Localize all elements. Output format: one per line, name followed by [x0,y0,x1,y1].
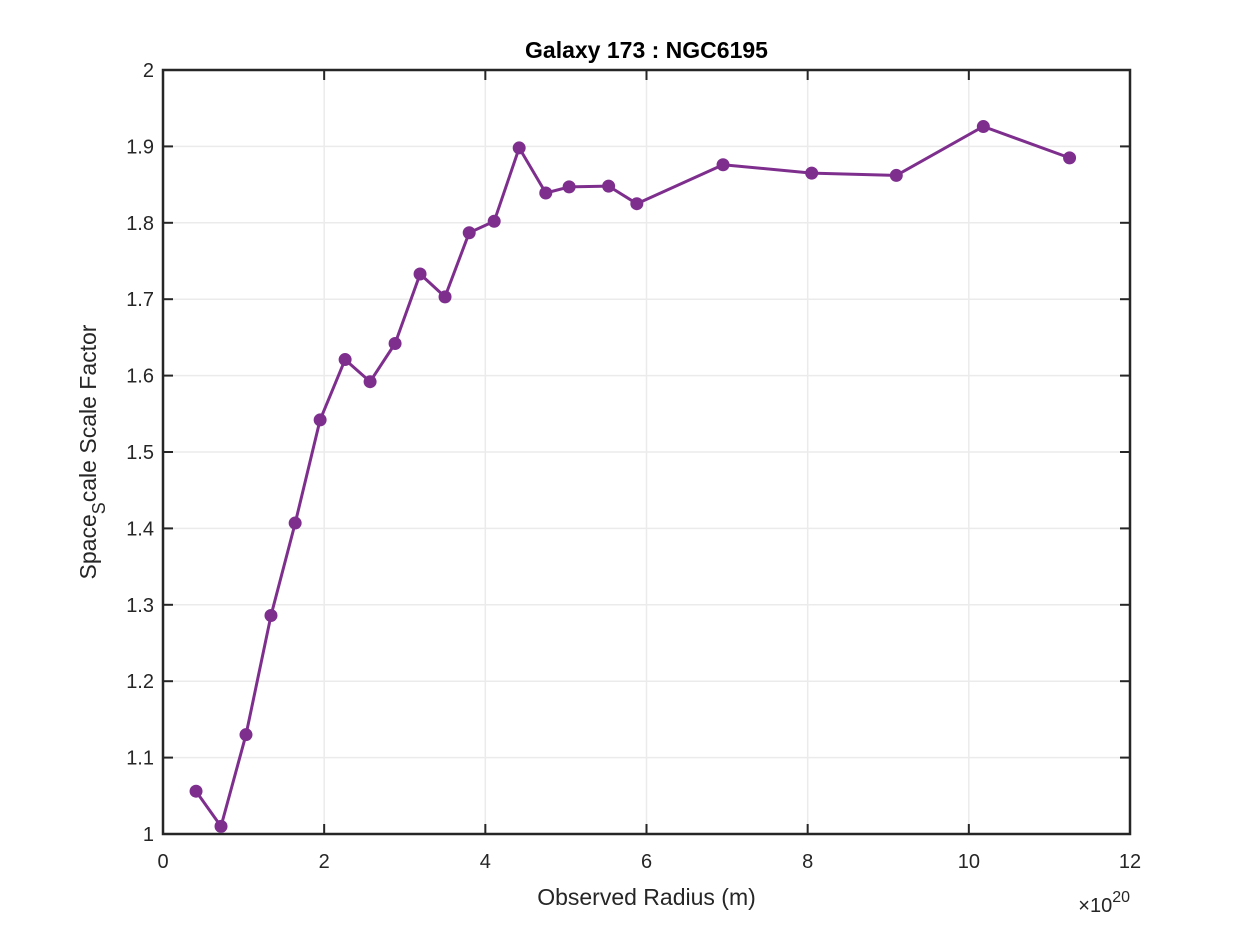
x-tick-label: 12 [1119,851,1141,873]
y-tick-label: 1.4 [126,518,154,540]
x-tick-label: 10 [958,851,980,873]
y-tick-label: 1.3 [126,595,154,617]
y-tick-label: 1.7 [126,289,154,311]
data-point [189,784,203,798]
data-point [313,413,327,427]
data-point [1063,151,1077,165]
data-point [562,180,576,194]
data-point [388,337,402,351]
y-tick-label: 1.2 [126,671,154,693]
y-tick-label: 1.8 [126,213,154,235]
data-point [363,375,377,389]
data-point [288,516,302,530]
x-exponent-label: ×1020 [1078,889,1130,917]
data-point [539,186,553,200]
axes-box [161,68,1132,836]
y-tick-label: 1 [143,824,154,846]
data-point [976,120,990,134]
y-tick-label: 1.5 [126,442,154,464]
data-point [239,728,253,742]
data-point [264,608,278,622]
chart-title: Galaxy 173 : NGC6195 [525,37,768,63]
data-point [805,166,819,180]
x-axis-label: Observed Radius (m) [537,884,756,910]
data-point [438,290,452,304]
data-point [413,267,427,281]
y-tick-label: 2 [143,60,154,82]
data-point [716,158,730,172]
tick-marks [162,69,1131,835]
data-point [462,226,476,240]
x-tick-label: 6 [641,851,652,873]
y-axis-label-main: Space [75,514,101,579]
y-axis-label: SpaceScale Scale Factor [75,324,109,579]
data-point [512,141,526,155]
x-tick-label: 2 [319,851,330,873]
y-tick-label: 1.9 [126,136,154,158]
x-tick-label: 4 [480,851,491,873]
y-axis-label-rest: cale Scale Factor [75,324,101,502]
data-point [602,179,616,193]
data-point [487,214,501,228]
x-exponent-prefix: ×10 [1078,895,1112,917]
series [189,120,1077,833]
y-tick-label: 1.1 [126,748,154,770]
x-tick-label: 8 [802,851,813,873]
data-point [630,197,644,211]
data-point [338,353,352,367]
data-point [214,819,228,833]
data-point [889,168,903,182]
y-tick-labels: 1 1.1 1.2 1.3 1.4 1.5 1.6 1.7 1.8 1.9 2 [126,60,154,846]
x-tick-label: 0 [157,851,168,873]
x-tick-labels: 0 2 4 6 8 10 12 [157,851,1141,873]
y-tick-label: 1.6 [126,366,154,388]
y-axis-label-subscript: S [89,502,109,514]
grid [163,70,1130,834]
x-exponent-power: 20 [1112,889,1130,906]
